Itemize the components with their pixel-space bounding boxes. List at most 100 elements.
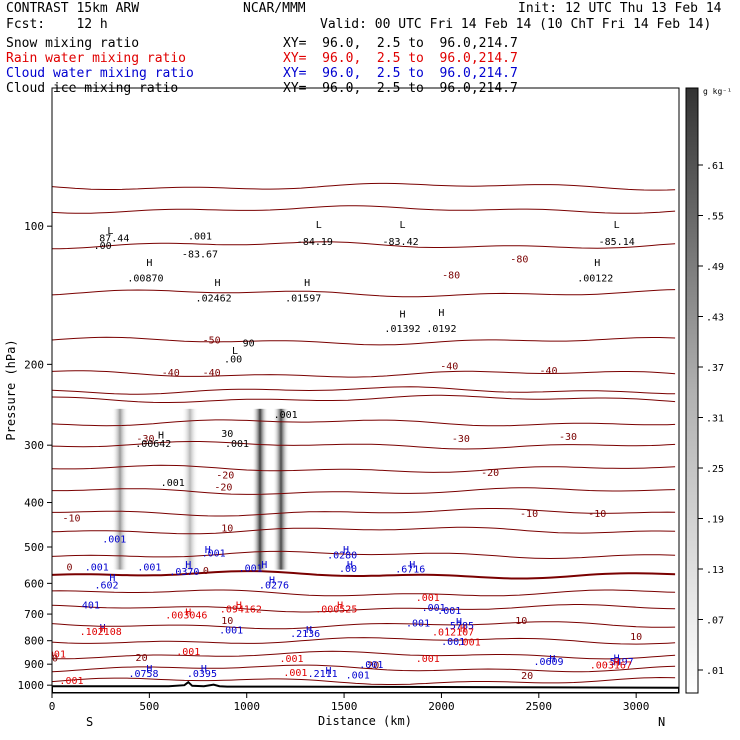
contour-label: 10: [221, 524, 233, 535]
x-tick-label: 2500: [526, 700, 553, 713]
field-label-snow: Snow mixing ratio: [6, 36, 140, 51]
contour-label: H: [201, 664, 207, 675]
temperature-contour: [52, 526, 676, 535]
contour-label: 20: [136, 653, 148, 664]
contour-label: 20: [521, 671, 533, 682]
contour-label: .001: [416, 654, 440, 665]
temperature-contour: [52, 508, 676, 517]
endpoint-south: S: [86, 715, 93, 729]
temperature-contour: [52, 289, 676, 298]
contour-label: H: [214, 278, 220, 289]
temperature-contour: [52, 205, 676, 214]
contour-label: .01392: [384, 324, 420, 335]
field-xy-snow: XY= 96.0, 2.5 to 96.0,214.7: [283, 36, 518, 51]
temperature-contour: [52, 621, 676, 630]
contour-label: .00122: [577, 274, 613, 285]
contour-label: .001: [239, 563, 263, 574]
y-tick-label: 900: [24, 658, 44, 671]
temperature-contour: [52, 589, 676, 597]
contour-label: .001: [437, 606, 461, 617]
contour-label: .000525: [315, 605, 357, 616]
contour-label: H: [594, 258, 600, 269]
contour-label: -40: [440, 361, 458, 372]
contour-label: .001: [225, 439, 249, 450]
colorbar-tick-label: .55: [706, 212, 724, 223]
field-xy-rain: XY= 96.0, 2.5 to 96.0,214.7: [283, 51, 518, 66]
contour-label: .003046: [165, 610, 207, 621]
contour-label: .102108: [80, 627, 122, 638]
contour-label: .001: [416, 593, 440, 604]
x-tick-label: 3000: [623, 700, 650, 713]
y-axis-label: Pressure (hPa): [4, 339, 18, 440]
colorbar-unit: g kg⁻¹: [703, 87, 732, 96]
temperature-contour: [52, 570, 676, 580]
temperature-contour: [52, 336, 676, 346]
contour-label: H: [409, 560, 415, 571]
contour-label: .001: [59, 676, 83, 687]
contour-label: .00642: [135, 439, 171, 450]
contour-label: H: [269, 575, 275, 586]
contour-label: -30: [136, 434, 154, 445]
temperature-contour: [52, 394, 676, 403]
contour-label: 0: [203, 566, 209, 577]
contour-label: 30: [221, 429, 233, 440]
contour-label: .5497: [604, 657, 634, 668]
contour-label: -30: [559, 432, 577, 443]
contour-label: .001: [219, 626, 243, 637]
contour-label: 20: [46, 654, 58, 665]
contour-label: -30: [452, 434, 470, 445]
contour-label: .01597: [285, 294, 321, 305]
contour-label: 0: [67, 562, 73, 573]
contour-label: .001: [346, 671, 370, 682]
plot-frame: [51, 87, 680, 694]
temperature-contour: [52, 550, 676, 560]
contour-label: .2111: [308, 669, 338, 680]
temperature-contour: [52, 182, 676, 191]
contour-label: 87.44: [99, 234, 129, 245]
contour-label: 10: [221, 616, 233, 627]
temperature-contour: [52, 464, 676, 473]
model-title: CONTRAST 15km ARW: [6, 1, 140, 16]
contour-label: .0395: [187, 669, 217, 680]
contour-label: -40: [162, 368, 180, 379]
cloud-ice-shading: [252, 408, 268, 570]
contour-label: H: [236, 600, 242, 611]
temperature-contour: [52, 241, 676, 250]
contour-label: H: [185, 560, 191, 571]
contour-label: L: [316, 220, 322, 231]
colorbar-tick-label: .01: [706, 666, 724, 677]
contour-label: .001: [176, 647, 200, 658]
terrain: [52, 680, 679, 693]
temperature-contour: [52, 386, 676, 395]
contour-label: H: [109, 573, 115, 584]
contour-label: L: [232, 346, 238, 357]
contour-label: -50: [203, 335, 221, 346]
contour-label: .6716: [395, 564, 425, 575]
contour-label: .0276: [259, 580, 289, 591]
contour-label: H: [549, 654, 555, 665]
temperature-contour: [52, 676, 676, 685]
colorbar-tick-label: .31: [706, 414, 724, 425]
contour-label: -20: [481, 468, 499, 479]
contour-label: 90: [243, 339, 255, 350]
contour-label: .001: [441, 637, 465, 648]
contour-label: H: [261, 560, 267, 571]
contour-label: 20: [367, 661, 379, 672]
y-tick-label: 700: [24, 608, 44, 621]
y-tick-label: 800: [24, 635, 44, 648]
colorbar-tick-label: .37: [706, 363, 724, 374]
contour-label: H: [205, 545, 211, 556]
contour-label: H: [146, 258, 152, 269]
temperature-contour: [52, 604, 676, 613]
contour-label: -10: [520, 509, 538, 520]
contour-label: H: [325, 666, 331, 677]
colorbar-tick-label: .49: [706, 262, 724, 273]
valid-time: Valid: 00 UTC Fri 14 Feb 14 (10 ChT Fri …: [320, 17, 712, 32]
temperature-contour: [52, 650, 676, 660]
contour-label: -10: [588, 509, 606, 520]
contour-label: .001: [279, 654, 303, 665]
endpoint-north: N: [658, 715, 665, 729]
contour-label: H: [614, 654, 620, 665]
